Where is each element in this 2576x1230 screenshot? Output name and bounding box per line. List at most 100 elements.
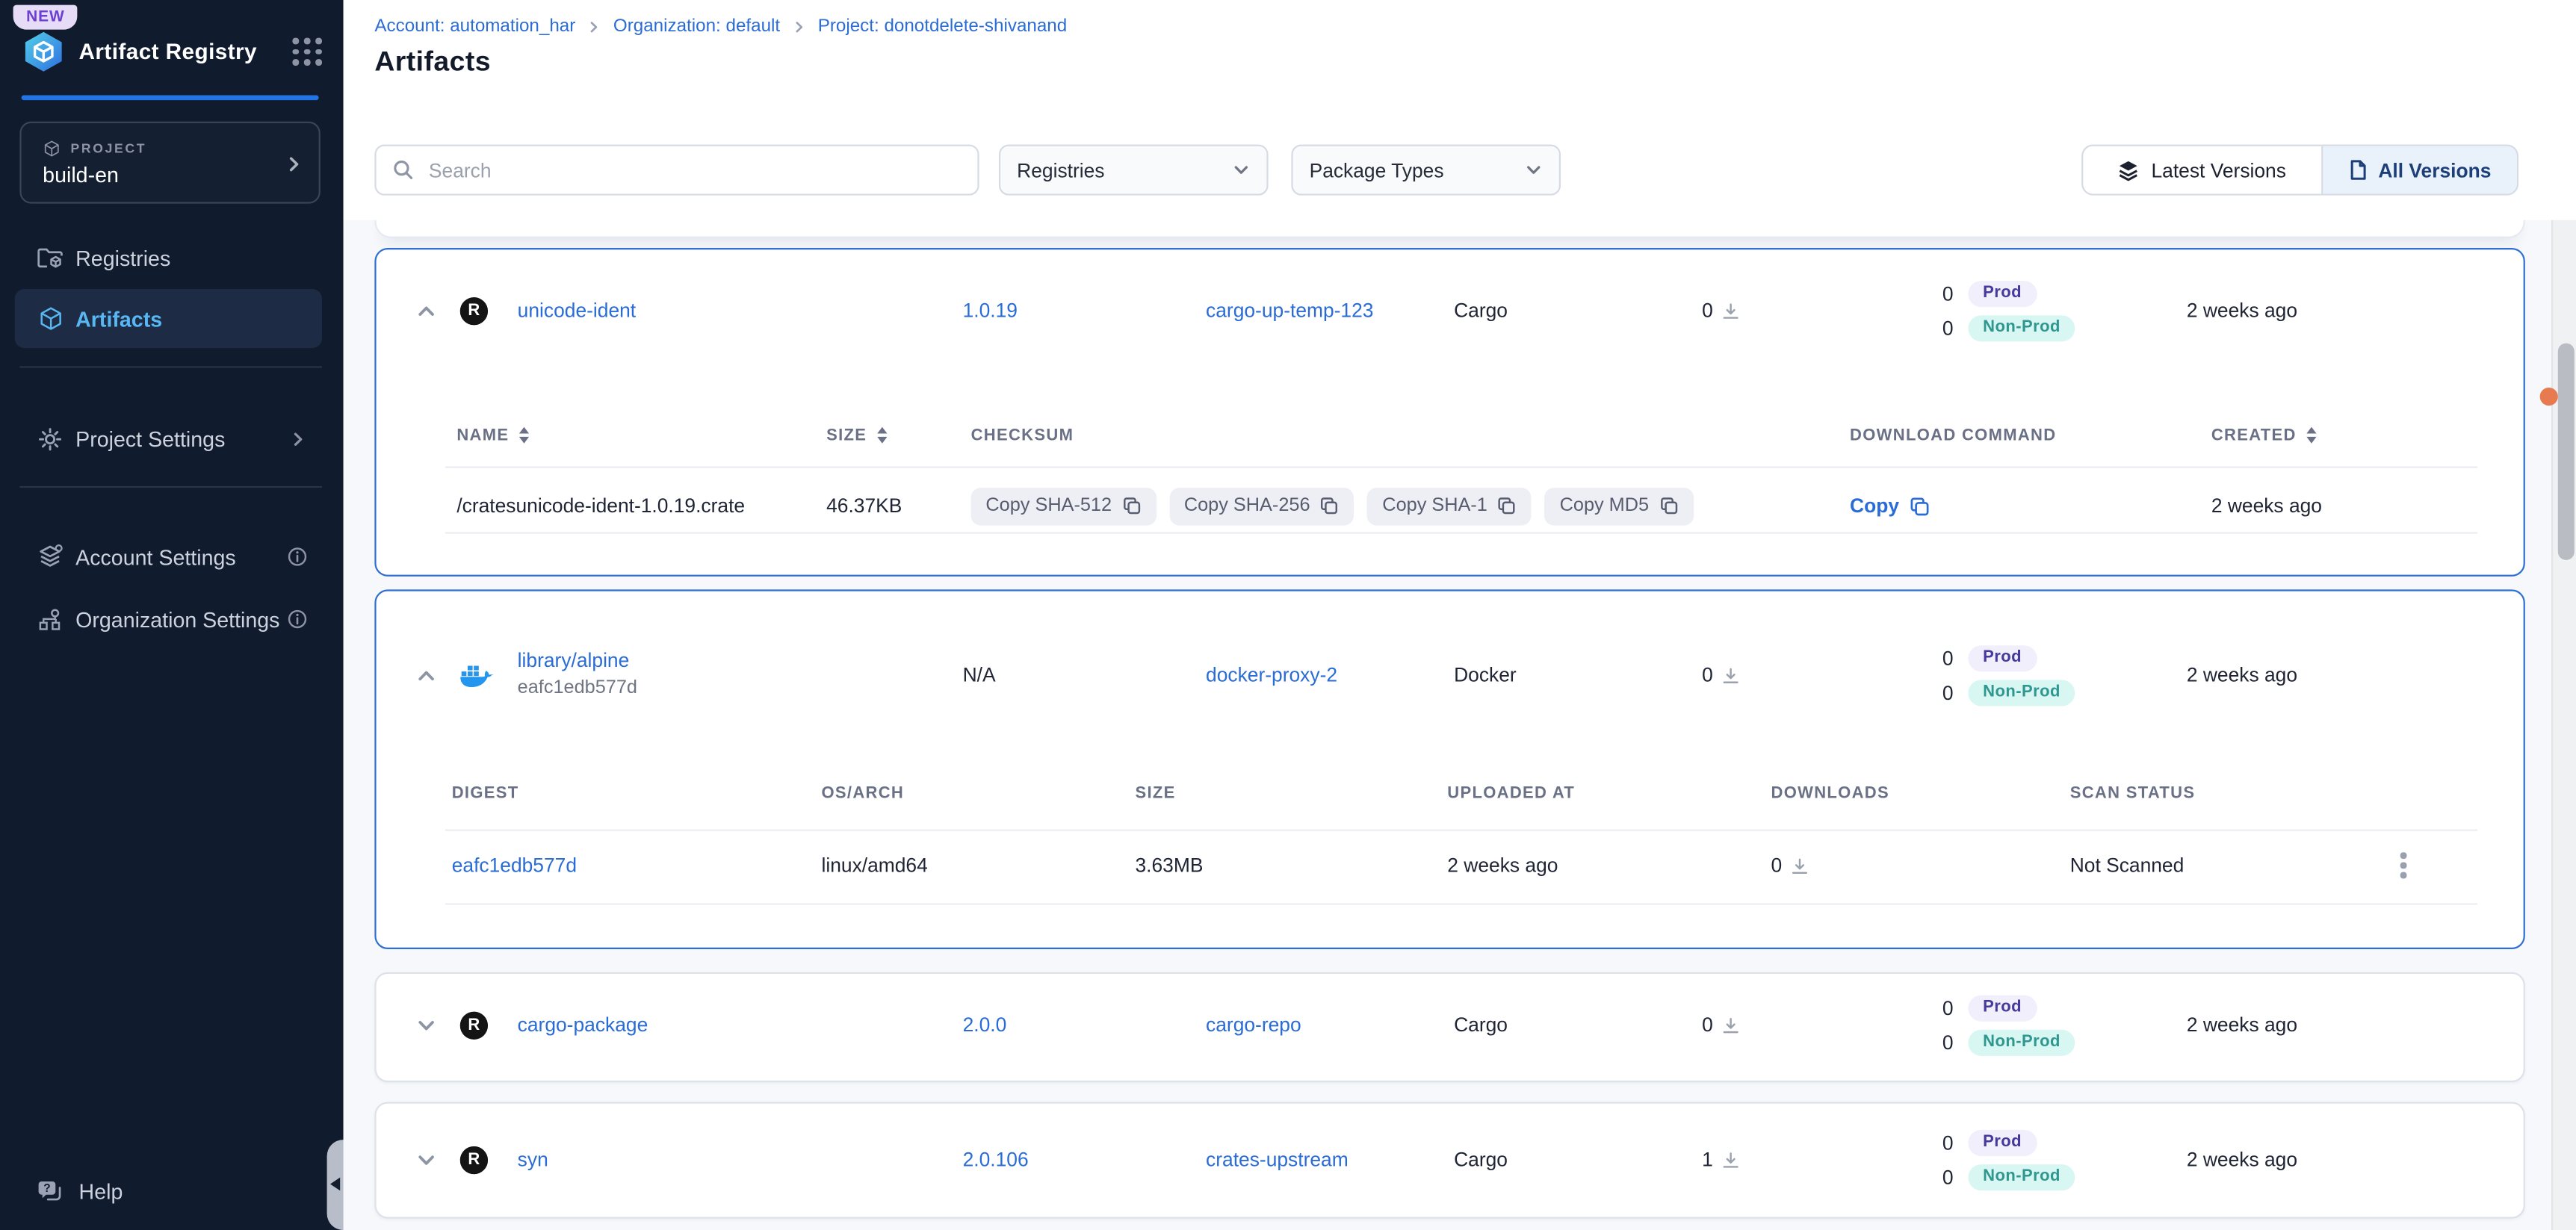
artifact-name-link[interactable]: unicode-ident	[518, 299, 636, 322]
chevron-down-icon	[415, 1149, 436, 1170]
copy-sha512-button[interactable]: Copy SHA-512	[971, 487, 1157, 525]
artifact-name-link[interactable]: cargo-package	[518, 1013, 648, 1037]
column-header-created[interactable]: CREATED	[2211, 420, 2316, 450]
package-type: Cargo	[1454, 997, 1508, 1053]
download-icon	[1790, 857, 1808, 875]
kebab-icon	[2400, 853, 2406, 878]
environment-counts: 0Prod 0Non-Prod	[1917, 282, 2075, 338]
collapse-arrow-icon	[330, 1178, 340, 1191]
artifact-row: R unicode-ident 1.0.19 cargo-up-temp-123…	[377, 282, 2524, 338]
download-count: 1	[1702, 1148, 1713, 1171]
scrollbar-thumb[interactable]	[2557, 344, 2574, 560]
copy-download-command-button[interactable]: Copy	[1850, 494, 1931, 518]
column-header-name[interactable]: NAME	[456, 420, 528, 450]
registries-filter-label: Registries	[1017, 158, 1104, 181]
artifact-version-link[interactable]: 2.0.106	[963, 1148, 1029, 1171]
app-grid-icon[interactable]	[292, 38, 322, 65]
column-header-digest: DIGEST	[452, 778, 519, 808]
nonprod-count: 0	[1917, 316, 1953, 339]
layer-size: 3.63MB	[1135, 839, 1203, 892]
prod-badge: Prod	[1968, 280, 2036, 306]
sort-icon	[519, 427, 529, 443]
sidebar: NEW Artifact Registry PROJECT build-en	[0, 0, 344, 1230]
sidebar-item-help[interactable]: Help	[0, 1166, 344, 1215]
artifact-row: library/alpineeafc1edb577d N/A docker-pr…	[377, 634, 2524, 716]
column-header-scan-status: SCAN STATUS	[2070, 778, 2196, 808]
brand-underline	[22, 96, 319, 99]
latest-versions-label: Latest Versions	[2151, 158, 2285, 181]
collapse-toggle[interactable]	[406, 282, 445, 338]
breadcrumb-account[interactable]: Account: automation_har	[374, 16, 575, 36]
breadcrumb: Account: automation_har Organization: de…	[374, 16, 1067, 36]
package-type: Cargo	[1454, 282, 1508, 338]
artifact-registry-link[interactable]: cargo-repo	[1206, 1013, 1301, 1037]
artifact-row: R cargo-package 2.0.0 cargo-repo Cargo 0…	[377, 997, 2524, 1053]
main-area: Account: automation_har Organization: de…	[344, 0, 2576, 1230]
artifact-registry-link[interactable]: docker-proxy-2	[1206, 663, 1337, 686]
copy-icon	[1497, 496, 1517, 515]
updated-date: 2 weeks ago	[2187, 282, 2297, 338]
artifact-list: R unicode-ident 1.0.19 cargo-up-temp-123…	[344, 220, 2551, 1230]
sidebar-item-label: Organization Settings	[75, 607, 279, 632]
prod-badge: Prod	[1968, 644, 2036, 671]
search-icon	[393, 159, 415, 181]
download-icon	[1721, 1016, 1739, 1034]
artifact-version-link[interactable]: 2.0.0	[963, 1013, 1007, 1037]
copy-icon	[1320, 496, 1340, 515]
sidebar-item-organization-settings[interactable]: Organization Settings	[0, 594, 344, 644]
package-types-filter-dropdown[interactable]: Package Types	[1291, 145, 1561, 196]
copy-icon	[1909, 495, 1931, 517]
artifact-registry-link[interactable]: cargo-up-temp-123	[1206, 299, 1373, 322]
breadcrumb-project[interactable]: Project: donotdelete-shivanand	[818, 16, 1068, 36]
expand-toggle[interactable]	[406, 997, 445, 1053]
registries-filter-dropdown[interactable]: Registries	[999, 145, 1269, 196]
copy-sha1-button[interactable]: Copy SHA-1	[1368, 487, 1532, 525]
layer-download-count: 0	[1771, 854, 1783, 877]
sidebar-item-label: Project Settings	[75, 426, 225, 451]
artifacts-cube-icon	[36, 305, 64, 332]
sidebar-item-registries[interactable]: Registries	[0, 233, 344, 282]
search-box	[374, 145, 979, 196]
search-input[interactable]	[426, 157, 962, 183]
help-chat-icon	[36, 1178, 64, 1203]
sidebar-item-project-settings[interactable]: Project Settings	[0, 414, 344, 463]
copy-md5-button[interactable]: Copy MD5	[1545, 487, 1694, 525]
collapse-toggle[interactable]	[406, 634, 445, 716]
nonprod-badge: Non-Prod	[1968, 314, 2075, 341]
sidebar-item-label: Account Settings	[75, 544, 236, 569]
chevron-right-icon	[289, 429, 307, 447]
file-created: 2 weeks ago	[2211, 479, 2322, 532]
artifact-version-link[interactable]: 1.0.19	[963, 299, 1018, 322]
project-selector[interactable]: PROJECT build-en	[19, 122, 320, 204]
sidebar-item-artifacts[interactable]: Artifacts	[15, 289, 322, 348]
layer-menu-button[interactable]	[2387, 839, 2420, 892]
new-badge: NEW	[13, 5, 78, 30]
chevron-up-icon	[415, 299, 436, 321]
breadcrumb-organization[interactable]: Organization: default	[613, 16, 780, 36]
sort-icon	[2306, 427, 2316, 443]
checksum-buttons: Copy SHA-512 Copy SHA-256 Copy SHA-1 Cop…	[971, 487, 1694, 525]
latest-versions-button[interactable]: Latest Versions	[2083, 146, 2323, 194]
expand-toggle[interactable]	[406, 1131, 445, 1187]
download-count: 0	[1702, 1013, 1713, 1037]
artifact-name-link[interactable]: library/alpine	[518, 647, 637, 674]
column-header-size[interactable]: SIZE	[826, 420, 887, 450]
artifact-card-unicode-ident: R unicode-ident 1.0.19 cargo-up-temp-123…	[374, 248, 2524, 577]
file-name: /cratesunicode-ident-1.0.19.crate	[456, 479, 745, 532]
sidebar-item-label: Registries	[75, 246, 170, 270]
os-arch: linux/amd64	[821, 839, 927, 892]
sidebar-item-account-settings[interactable]: Account Settings	[0, 532, 344, 581]
sidebar-divider	[19, 486, 322, 488]
artifact-registry-link[interactable]: crates-upstream	[1206, 1148, 1349, 1171]
all-versions-button[interactable]: All Versions	[2323, 146, 2516, 194]
copy-sha256-button[interactable]: Copy SHA-256	[1169, 487, 1354, 525]
info-icon[interactable]	[288, 609, 307, 629]
artifact-version: N/A	[963, 634, 996, 716]
digest-link[interactable]: eafc1edb577d	[452, 854, 577, 877]
artifact-row: R syn 2.0.106 crates-upstream Cargo 1 0P…	[377, 1131, 2524, 1187]
info-icon[interactable]	[288, 547, 307, 566]
artifact-name-link[interactable]: syn	[518, 1148, 548, 1171]
sidebar-collapse-handle[interactable]	[327, 1140, 344, 1230]
brand: Artifact Registry	[22, 30, 322, 74]
prod-count: 0	[1917, 1131, 1953, 1154]
